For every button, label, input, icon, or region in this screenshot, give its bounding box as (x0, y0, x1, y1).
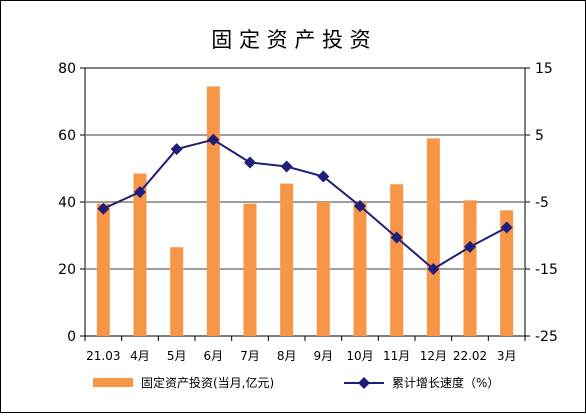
line-path (102, 138, 508, 271)
line-point (97, 202, 110, 215)
bar (500, 210, 514, 336)
y-axis-left: 0 20 40 60 80 (58, 61, 85, 345)
y-left-tick-label: 80 (58, 61, 76, 77)
legend: 固定资产投资(当月,亿元) 累计增长速度（%） (93, 375, 499, 390)
line-point (317, 170, 330, 183)
chart-title: 固 定 资 产 投 资 (211, 28, 370, 52)
bar (426, 138, 440, 336)
y-left-tick-label: 0 (67, 329, 76, 345)
x-tick-label: 11月 (383, 349, 410, 363)
x-tick-label: 6月 (204, 349, 224, 363)
line-point (427, 263, 440, 275)
y-left-tick-label: 40 (58, 195, 76, 211)
x-tick-label: 22.02 (453, 349, 487, 363)
bar (316, 202, 330, 336)
y-right-tick-label: 5 (535, 128, 544, 144)
legend-line-marker (358, 377, 370, 389)
legend-bar-swatch (93, 378, 133, 387)
line-point (390, 231, 403, 244)
bar (463, 200, 477, 336)
gridlines (85, 134, 525, 270)
bar (243, 203, 257, 336)
y-right-tick-label: -25 (535, 329, 558, 345)
x-tick-label: 21.03 (86, 349, 120, 363)
x-tick-label: 10月 (346, 349, 373, 363)
y-left-tick-label: 20 (58, 262, 76, 278)
legend-bar-label: 固定资产投资(当月,亿元) (141, 375, 274, 390)
bar-series (96, 86, 514, 336)
x-axis: 21.03 4月 5月 6月 7月 8月 9月 10月 11月 12月 22.02 3月 (84, 336, 526, 363)
line-point (207, 133, 220, 146)
line-point (280, 160, 293, 173)
bar (170, 247, 184, 336)
x-tick-label: 5月 (167, 349, 187, 363)
line-point (354, 200, 366, 213)
y-right-tick-label: -15 (535, 262, 558, 278)
x-tick-label: 3月 (497, 349, 517, 363)
x-tick-label: 4月 (130, 349, 150, 363)
bar (280, 183, 294, 336)
line-point (500, 221, 513, 234)
line-point (464, 240, 476, 253)
line-point (244, 156, 256, 169)
y-left-tick-label: 60 (58, 128, 76, 144)
bar (206, 86, 220, 336)
x-tick-label: 7月 (240, 349, 260, 363)
x-tick-label: 8月 (277, 349, 297, 363)
x-tick-label: 12月 (420, 349, 447, 363)
x-tick-label: 9月 (314, 349, 334, 363)
line-point (134, 185, 146, 198)
y-right-tick-label: 15 (535, 61, 553, 77)
bar (353, 202, 367, 336)
y-axis-right: 15 5 -5 -15 -25 (525, 61, 558, 345)
bar (96, 203, 110, 336)
y-right-tick-label: -5 (535, 195, 549, 211)
line-point (170, 143, 183, 156)
legend-line-label: 累计增长速度（%） (392, 375, 499, 390)
bar (133, 173, 147, 336)
bar (390, 184, 404, 336)
line-series (97, 133, 513, 275)
